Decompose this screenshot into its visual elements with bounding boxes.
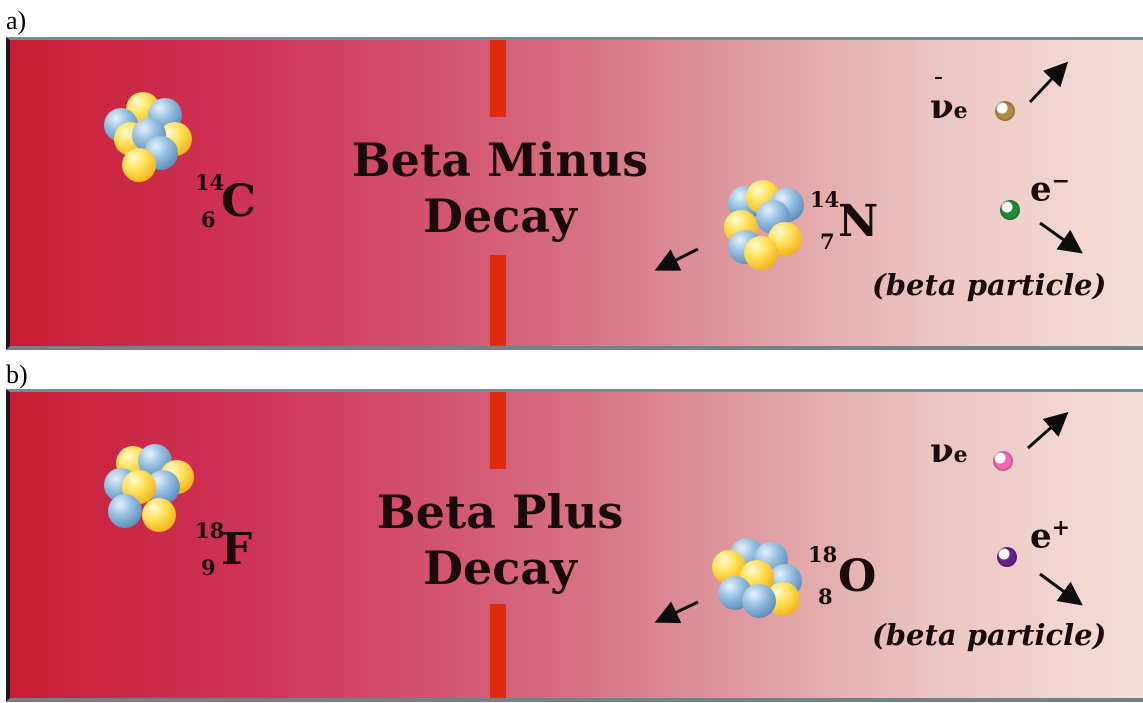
divider-bottom: [490, 604, 506, 698]
parent-symbol: F: [221, 524, 253, 575]
beta-particle-caption: (beta particle): [872, 618, 1107, 652]
neutrino-symbol: ν: [930, 87, 954, 127]
beta-symbol: e: [1030, 516, 1052, 557]
parent-isotope: 14 6 C: [195, 170, 275, 240]
divider-top: [490, 392, 506, 469]
panel-b-label: b): [6, 360, 28, 389]
panel-a-label: a): [6, 6, 27, 35]
daughter-isotope: 18 8 O: [808, 542, 888, 622]
daughter-symbol: N: [838, 196, 879, 247]
beta-charge: +: [1051, 515, 1071, 541]
parent-mass-number: 14: [195, 170, 225, 195]
nitrogen-nucleus-icon: [722, 180, 817, 280]
neutrino-particle-icon: [993, 451, 1013, 471]
neutrino-subscript: e: [953, 442, 968, 468]
daughter-mass-number: 14: [810, 187, 840, 212]
neutrino-symbol: ν: [930, 431, 954, 471]
neutrino-subscript: e: [953, 98, 968, 124]
decay-title-line1: Beta Minus: [351, 133, 649, 187]
fluorine-nucleus-icon: [102, 444, 197, 544]
daughter-atomic-number: 8: [818, 584, 833, 609]
decay-title-line1: Beta Plus: [376, 485, 624, 539]
decay-title-line2: Decay: [423, 541, 577, 595]
parent-mass-number: 18: [195, 518, 225, 543]
emission-arrows: [654, 412, 1083, 624]
recoil-arrow-icon: [654, 600, 699, 624]
neutrino-label: νe: [930, 434, 968, 468]
beta-minus-panel: 14 6 C Beta Minus Decay 14 7 N ¯ νe e− (b…: [6, 37, 1143, 350]
carbon-nucleus-icon: [102, 92, 197, 192]
electron-particle-icon: [1000, 200, 1020, 220]
beta-label-symbol: e−: [1030, 170, 1070, 206]
decay-title: Beta Minus Decay: [315, 132, 685, 244]
beta-symbol: e: [1030, 169, 1052, 210]
divider-bottom: [490, 255, 506, 346]
emission-arrows: [654, 61, 1083, 271]
parent-atomic-number: 6: [201, 207, 216, 232]
beta-label-symbol: e+: [1030, 517, 1070, 553]
daughter-symbol: O: [838, 551, 877, 602]
oxygen-nucleus-icon: [710, 538, 810, 638]
divider-top: [490, 40, 506, 117]
beta-arrow-icon: [1039, 221, 1083, 254]
parent-symbol: C: [221, 176, 257, 227]
daughter-atomic-number: 7: [820, 229, 835, 254]
parent-isotope: 18 9 F: [195, 518, 275, 588]
neutrino-arrow-icon: [1027, 412, 1069, 450]
decay-title: Beta Plus Decay: [315, 484, 685, 596]
positron-particle-icon: [997, 547, 1017, 567]
antineutrino-particle-icon: [995, 101, 1015, 121]
beta-charge: −: [1051, 168, 1071, 194]
daughter-isotope: 14 7 N: [810, 187, 890, 267]
neutrino-label: ¯ νe: [930, 74, 968, 127]
recoil-arrow-icon: [654, 247, 699, 271]
beta-arrow-icon: [1039, 572, 1083, 606]
parent-atomic-number: 9: [201, 555, 216, 580]
neutrino-arrow-icon: [1028, 61, 1069, 104]
daughter-mass-number: 18: [808, 542, 838, 567]
beta-plus-panel: 18 9 F Beta Plus Decay 18 8 O νe e+ (bet…: [6, 389, 1143, 702]
decay-title-line2: Decay: [423, 189, 577, 243]
beta-particle-caption: (beta particle): [872, 268, 1107, 302]
